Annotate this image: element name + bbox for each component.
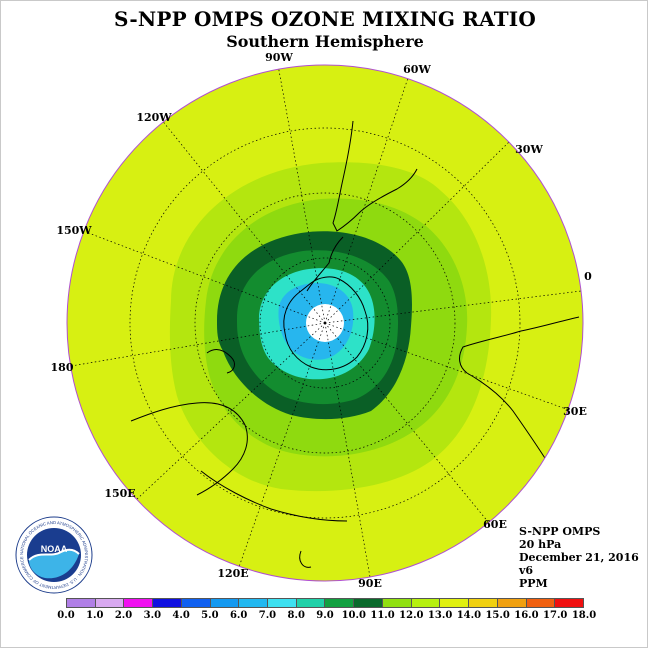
colorbar-tick-label: 11.0 [370, 610, 395, 621]
colorbar-segment [354, 599, 383, 607]
logo-text: NOAA [41, 544, 68, 554]
colorbar-tick-label: 0.0 [57, 610, 75, 621]
colorbar-tick-label: 1.0 [86, 610, 104, 621]
colorbar-labels: 0.0 1.0 2.0 3.0 4.0 5.0 6.0 7.0 8.0 9.0 10.0 11.0 12… [1, 610, 647, 624]
colorbar-tick-label: 16.0 [514, 610, 539, 621]
info-units: PPM [519, 577, 548, 590]
colorbar-segment [382, 599, 412, 607]
lon-label-120e: 120E [217, 567, 248, 580]
colorbar-tick-label: 17.0 [543, 610, 568, 621]
colorbar-segment [469, 599, 498, 607]
colorbar-segment [153, 599, 182, 607]
colorbar-tick-label: 14.0 [456, 610, 482, 621]
lon-label-60e: 60E [483, 518, 507, 531]
colorbar-segment [67, 599, 96, 607]
lon-label-30e: 30E [563, 405, 587, 418]
colorbar-segment [95, 599, 125, 607]
colorbar-segment [411, 599, 441, 607]
colorbar-segment [555, 599, 583, 607]
colorbar-tick-label: 9.0 [316, 610, 334, 621]
colorbar-segment [325, 599, 355, 607]
lon-label-90e: 90E [358, 577, 382, 590]
noaa-logo-icon: NOAA NATIONAL OCEANIC AND ATMOSPHERIC AD… [15, 516, 93, 594]
colorbar-segment [181, 599, 211, 607]
lon-label-0: 0 [584, 270, 592, 283]
africa-coast [459, 316, 580, 472]
colorbar [66, 598, 584, 608]
lon-label-90w: 90W [265, 51, 293, 64]
info-panel: S-NPP OMPS 20 hPa December 21, 2016 v6 P… [519, 525, 639, 590]
info-level: 20 hPa [519, 538, 562, 551]
colorbar-tick-label: 10.0 [341, 610, 366, 621]
colorbar-segment [497, 599, 527, 607]
longitude-labels: 90W 60W 30W 0 30E 60E 90E 120E 150E 180 … [51, 51, 593, 590]
colorbar-tick-label: 6.0 [229, 610, 248, 621]
info-date: December 21, 2016 [519, 551, 639, 564]
lon-label-60w: 60W [403, 63, 431, 76]
colorbar-tick-label: 4.0 [172, 610, 190, 621]
antarctica-coast [283, 276, 369, 371]
colorbar-tick-label: 5.0 [201, 610, 219, 621]
lon-label-120w: 120W [136, 111, 172, 124]
colorbar-tick-label: 18.0 [571, 610, 597, 621]
lon-label-180: 180 [51, 361, 74, 374]
new-zealand-coast [299, 550, 312, 568]
colorbar-tick-label: 15.0 [485, 610, 510, 621]
colorbar-segment [268, 599, 297, 607]
australia-southcoast [206, 349, 235, 374]
colorbar-tick-label: 13.0 [427, 610, 453, 621]
asia-coast [200, 470, 348, 522]
colorbar-segment [526, 599, 556, 607]
graticule [70, 65, 582, 578]
colorbar-segment [210, 599, 240, 607]
lon-label-150e: 150E [104, 487, 135, 500]
lon-label-30w: 30W [515, 143, 543, 156]
globe-outline [66, 64, 584, 582]
info-version: v6 [519, 564, 534, 577]
colorbar-segment [239, 599, 269, 607]
coastlines [130, 120, 580, 568]
colorbar-tick-label: 2.0 [114, 610, 133, 621]
australia-coast [130, 402, 248, 496]
antarctic-peninsula-coast [306, 236, 344, 292]
info-instrument: S-NPP OMPS [519, 525, 601, 538]
colorbar-segment [296, 599, 326, 607]
page-subtitle: Southern Hemisphere [226, 32, 424, 51]
colorbar-tick-label: 7.0 [258, 610, 277, 621]
south-america-coast [332, 120, 418, 232]
colorbar-segment [440, 599, 470, 607]
colorbar-tick-label: 12.0 [399, 610, 424, 621]
lon-label-150w: 150W [56, 224, 92, 237]
colorbar-tick-label: 3.0 [143, 610, 162, 621]
colorbar-segment [124, 599, 154, 607]
page-title: S-NPP OMPS OZONE MIXING RATIO [114, 7, 536, 31]
colorbar-tick-label: 8.0 [287, 610, 305, 621]
